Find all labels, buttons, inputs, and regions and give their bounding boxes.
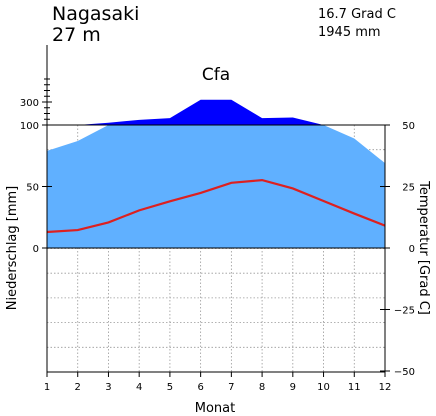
month-tick-label: 6: [197, 382, 203, 393]
temp-tick-label: −25: [394, 306, 415, 317]
temperature-line: [46, 178, 386, 234]
x-axis-label: Monat: [195, 401, 235, 416]
month-tick-label: 4: [136, 382, 142, 393]
precip-tick-label: 0: [33, 244, 39, 255]
station-elevation: 27 m: [52, 24, 101, 46]
month-tick-label: 8: [259, 382, 265, 393]
temp-tick-label: −50: [394, 367, 415, 378]
month-tick-label: 7: [228, 382, 234, 393]
month-tick-label: 9: [290, 382, 296, 393]
humid-season-area: [47, 125, 385, 248]
month-tick-label: 1: [44, 382, 50, 393]
mean-temperature: 16.7 Grad C: [318, 7, 396, 22]
left-axis-label: Niederschlag [mm]: [5, 186, 20, 311]
month-tick-label: 5: [167, 382, 173, 393]
precip-tick-label: 50: [26, 183, 39, 194]
precip-tick-label: 300: [20, 98, 39, 109]
precip-tick-label: 100: [20, 121, 39, 132]
annual-precipitation: 1945 mm: [318, 25, 381, 40]
station-name: Nagasaki: [52, 3, 139, 25]
temp-tick-label: 0: [409, 244, 415, 255]
temp-tick-label: 50: [402, 121, 415, 132]
month-tick-label: 10: [317, 382, 330, 393]
month-tick-label: 11: [348, 382, 361, 393]
wet-season-area: [47, 99, 385, 125]
right-axis-label: Temperatur [Grad C]: [416, 180, 431, 315]
temp-tick-label: 25: [402, 183, 415, 194]
month-tick-label: 2: [75, 382, 81, 393]
climate-class: Cfa: [202, 65, 230, 85]
month-tick-label: 3: [105, 382, 111, 393]
month-tick-label: 12: [379, 382, 392, 393]
